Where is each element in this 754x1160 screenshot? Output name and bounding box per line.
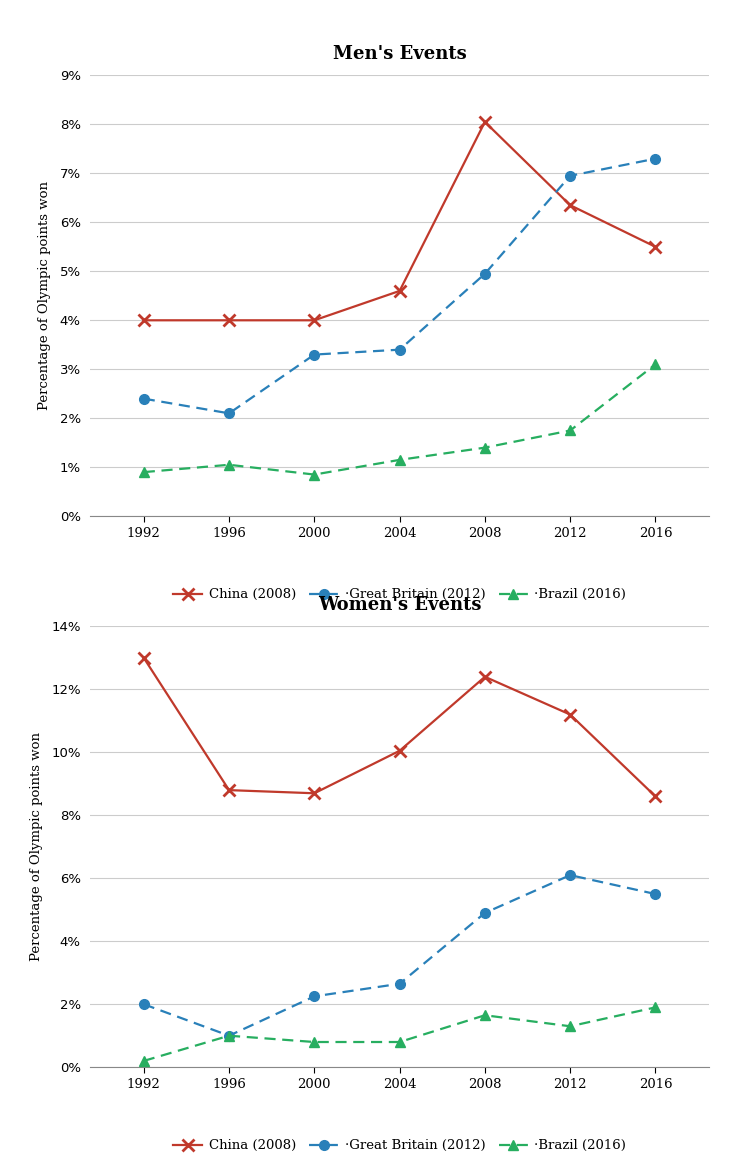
Legend: China (2008), ·Great Britain (2012), ·Brazil (2016): China (2008), ·Great Britain (2012), ·Br… — [168, 1134, 631, 1158]
Title: Women's Events: Women's Events — [318, 596, 481, 614]
Title: Men's Events: Men's Events — [333, 45, 467, 63]
Legend: China (2008), ·Great Britain (2012), ·Brazil (2016): China (2008), ·Great Britain (2012), ·Br… — [168, 583, 631, 607]
Y-axis label: Percentage of Olympic points won: Percentage of Olympic points won — [38, 181, 51, 411]
Y-axis label: Percentage of Olympic points won: Percentage of Olympic points won — [30, 732, 43, 962]
